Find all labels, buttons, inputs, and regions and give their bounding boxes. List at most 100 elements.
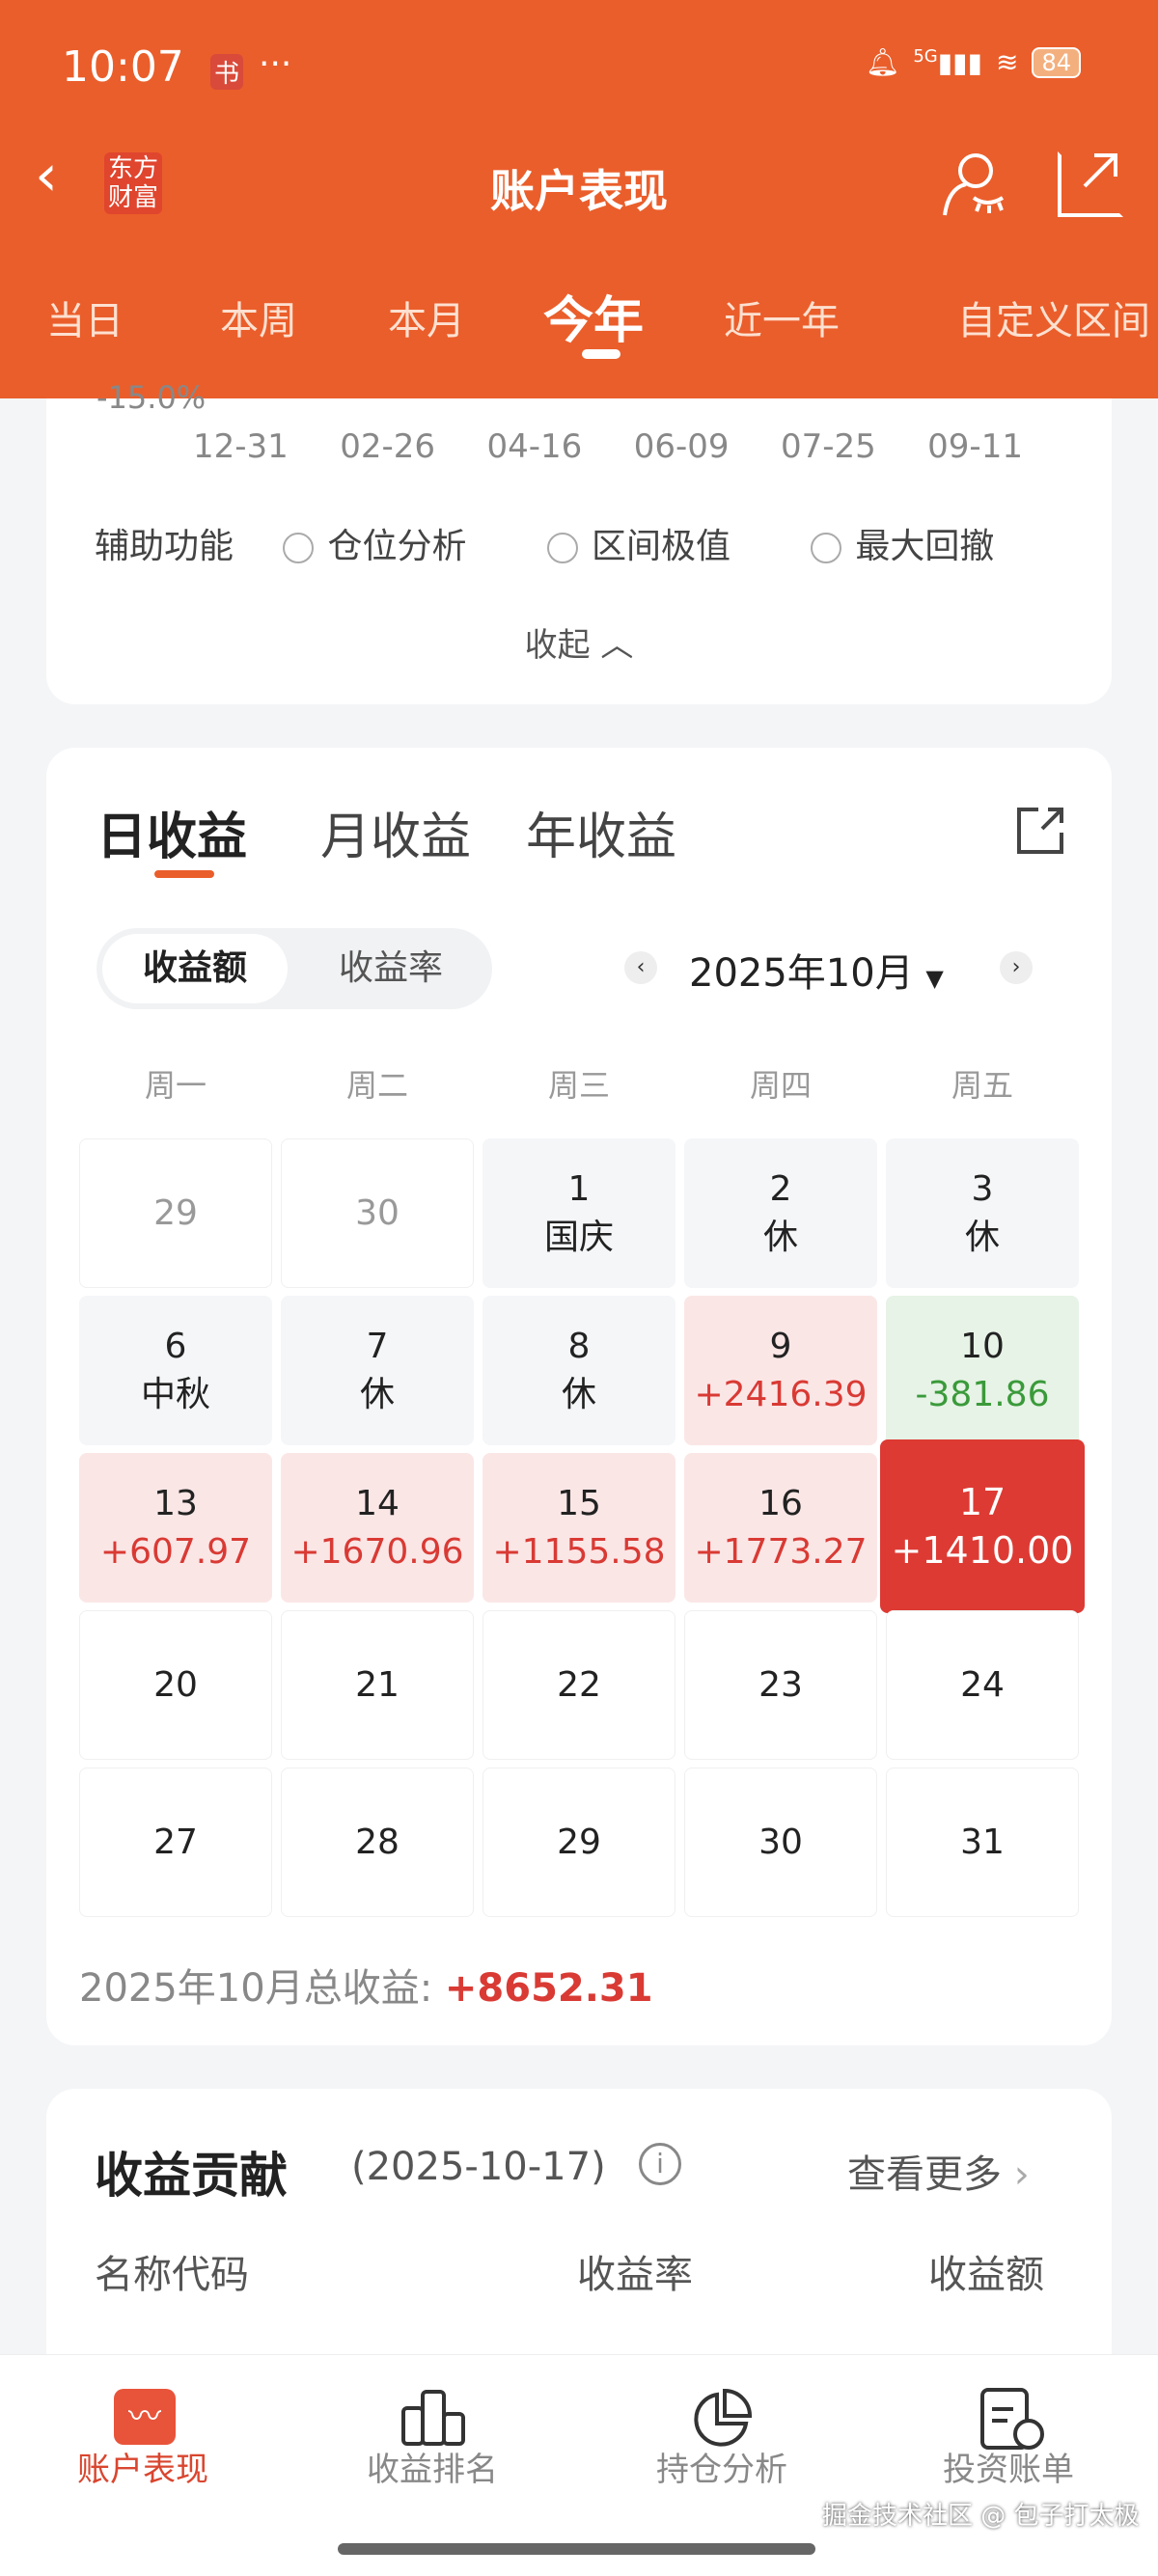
assist-label: 辅助功能 <box>95 527 234 566</box>
calendar-day[interactable]: 28 <box>281 1768 474 1917</box>
tab-this-year[interactable]: 今年 <box>543 292 645 350</box>
nav-holdings-analysis[interactable]: 持仓分析 <box>656 2451 787 2489</box>
nav-earnings-ranking[interactable]: 收益排名 <box>367 2451 498 2489</box>
calendar-day[interactable]: 6 中秋 <box>79 1296 272 1445</box>
calendar-day[interactable]: 16 +1773.27 <box>684 1453 877 1603</box>
day-value: -381.86 <box>915 1374 1050 1414</box>
chart-card: -15.0% 12-31 02-26 04-16 06-09 07-25 09-… <box>46 379 1112 704</box>
calendar-day[interactable]: 29 <box>482 1768 676 1917</box>
info-icon[interactable]: i <box>639 2143 681 2185</box>
battery-icon: 84 <box>1032 46 1081 78</box>
day-value: 休 <box>561 1374 596 1414</box>
day-number: 23 <box>758 1664 803 1705</box>
calendar-day[interactable]: 27 <box>79 1768 272 1917</box>
day-number: 30 <box>758 1822 803 1862</box>
day-number: 2 <box>769 1168 792 1209</box>
nav-investment-bill[interactable]: 投资账单 <box>943 2451 1074 2489</box>
radio-icon[interactable] <box>283 533 315 563</box>
x-tick: 07-25 <box>780 427 876 466</box>
calendar-day[interactable]: 10 -381.86 <box>886 1296 1079 1445</box>
prev-month-button[interactable]: ‹ <box>624 951 657 984</box>
view-more-link[interactable]: 查看更多 › <box>847 2152 1030 2197</box>
calendar-day[interactable]: 17 +1410.00 <box>880 1439 1085 1613</box>
calendar-day[interactable]: 1 国庆 <box>482 1138 676 1288</box>
calendar-day[interactable]: 24 <box>886 1610 1079 1760</box>
calendar-day[interactable]: 14 +1670.96 <box>281 1453 474 1603</box>
day-number: 6 <box>164 1326 187 1366</box>
column-amount: 收益额 <box>928 2253 1044 2297</box>
calendar-day[interactable]: 20 <box>79 1610 272 1760</box>
bottom-nav: 〰 <box>0 2354 1158 2576</box>
tab-daily-earnings[interactable]: 日收益 <box>96 808 248 866</box>
tab-monthly-earnings[interactable]: 月收益 <box>320 808 472 866</box>
contribution-card: 收益贡献 (2025-10-17) i 查看更多 › 名称代码 收益率 收益额 <box>46 2089 1112 2398</box>
month-selector[interactable]: 2025年10月 ▼ <box>689 951 944 996</box>
home-indicator[interactable] <box>338 2543 815 2555</box>
next-month-button[interactable]: › <box>1000 951 1033 984</box>
day-value: +1410.00 <box>891 1529 1074 1572</box>
day-number: 20 <box>153 1664 198 1705</box>
wifi-icon: ≋ <box>995 46 1019 79</box>
day-value: +607.97 <box>99 1531 252 1572</box>
tab-today[interactable]: 当日 <box>46 299 124 343</box>
column-rate: 收益率 <box>577 2253 693 2297</box>
segment-rate[interactable]: 收益率 <box>338 948 443 988</box>
pie-chart-icon <box>694 2388 753 2447</box>
calendar-day[interactable]: 30 <box>684 1768 877 1917</box>
radio-icon[interactable] <box>811 533 842 563</box>
privacy-eye-icon[interactable] <box>941 150 1008 217</box>
x-ticks: 12-31 02-26 04-16 06-09 07-25 09-11 <box>193 427 1023 466</box>
nav-account-performance[interactable]: 账户表现 <box>77 2451 208 2489</box>
collapse-button[interactable]: 收起 ︿ <box>524 626 634 665</box>
day-number: 28 <box>355 1822 400 1862</box>
status-icons: 🔔︎ 5G▮▮▮ ≋ 84 <box>866 46 1081 78</box>
chevron-up-icon: ︿ <box>600 626 634 665</box>
calendar-day[interactable]: 30 <box>281 1138 474 1288</box>
day-value: 休 <box>359 1374 395 1414</box>
back-button[interactable]: ‹ <box>35 142 58 209</box>
option-max-drawdown[interactable]: 最大回撤 <box>811 527 994 566</box>
calendar-day[interactable]: 13 +607.97 <box>79 1453 272 1603</box>
app-notification-icon: 书 <box>210 54 244 90</box>
option-position-analysis[interactable]: 仓位分析 <box>283 527 466 566</box>
radio-icon[interactable] <box>546 533 578 563</box>
share-icon[interactable] <box>1058 151 1123 217</box>
app-logo: 东方 财富 <box>104 152 163 214</box>
calendar-day[interactable]: 31 <box>886 1768 1079 1917</box>
tab-custom-range[interactable]: 自定义区间 <box>957 299 1150 343</box>
day-value: 国庆 <box>543 1217 614 1257</box>
calendar-day[interactable]: 23 <box>684 1610 877 1760</box>
day-number: 27 <box>153 1822 198 1862</box>
period-tabs: 当日 本周 本月 今年 近一年 自定义区间 <box>0 280 1158 357</box>
day-value: +1773.27 <box>694 1531 868 1572</box>
tab-month[interactable]: 本月 <box>388 299 465 343</box>
calendar-day[interactable]: 9 +2416.39 <box>684 1296 877 1445</box>
active-tab-indicator <box>154 870 214 878</box>
tab-week[interactable]: 本周 <box>220 299 297 343</box>
calendar-day[interactable]: 15 +1155.58 <box>482 1453 676 1603</box>
month-total-value: +8652.31 <box>444 1966 653 2011</box>
weekday-label: 周五 <box>951 1067 1013 1104</box>
option-range-extreme[interactable]: 区间极值 <box>546 527 731 566</box>
segment-amount[interactable]: 收益额 <box>102 934 288 1003</box>
share-icon[interactable] <box>1013 804 1067 858</box>
day-value: 中秋 <box>140 1374 210 1414</box>
tab-last-year[interactable]: 近一年 <box>724 299 840 343</box>
day-number: 13 <box>153 1483 198 1523</box>
page-title: 账户表现 <box>490 165 668 217</box>
day-number: 8 <box>567 1326 591 1366</box>
caret-down-icon: ▼ <box>925 965 944 992</box>
day-value: +1670.96 <box>290 1531 464 1572</box>
calendar-day[interactable]: 21 <box>281 1610 474 1760</box>
signal-icon: 5G▮▮▮ <box>913 46 982 79</box>
active-tab-indicator <box>582 349 620 359</box>
calendar-day[interactable]: 22 <box>482 1610 676 1760</box>
calendar-day[interactable]: 29 <box>79 1138 272 1288</box>
column-name-code: 名称代码 <box>95 2253 249 2297</box>
day-number: 15 <box>557 1483 601 1523</box>
tab-yearly-earnings[interactable]: 年收益 <box>526 808 677 866</box>
